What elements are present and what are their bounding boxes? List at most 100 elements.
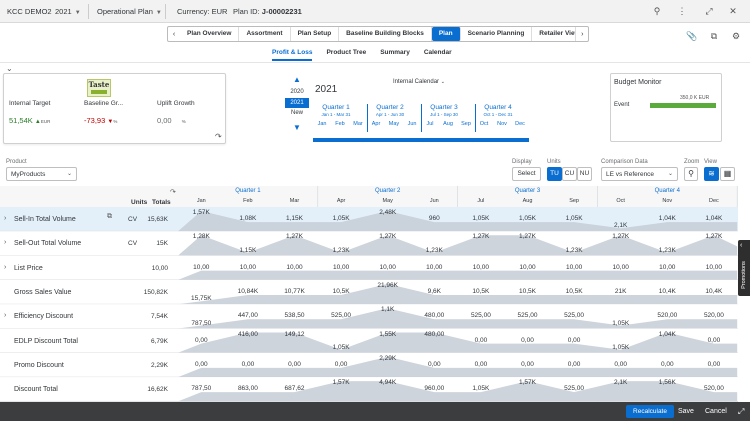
subtab-summary[interactable]: Summary — [380, 49, 410, 56]
row-value[interactable]: 1,05K — [612, 343, 630, 351]
row-value[interactable]: 1,55K — [379, 330, 397, 338]
search-icon[interactable]: ⚲ — [653, 6, 661, 16]
calendar-quarter-name[interactable]: Quarter 4 — [484, 104, 512, 111]
row-value[interactable]: 0,00 — [194, 360, 208, 368]
subtab-product-tree[interactable]: Product Tree — [326, 49, 367, 56]
row-value[interactable]: 1,05K — [332, 343, 350, 351]
row-value[interactable]: 520,00 — [703, 312, 724, 320]
row-value[interactable]: 1,27K — [472, 233, 490, 241]
expand-row-icon[interactable]: › — [4, 239, 7, 247]
subtab-profit-loss[interactable]: Profit & Loss — [272, 49, 313, 61]
row-value[interactable]: 10,00 — [612, 263, 629, 271]
row-value[interactable]: 1,23K — [425, 246, 443, 254]
row-value[interactable]: 0,00 — [474, 336, 488, 344]
row-value[interactable]: 787,50 — [191, 319, 212, 327]
row-value[interactable]: 1,05K — [472, 385, 490, 393]
year-up-icon[interactable]: ▲ — [293, 75, 301, 84]
plan-status-selector[interactable]: Operational Plan ▼ — [97, 7, 162, 16]
row-value[interactable]: 21,96K — [377, 281, 398, 289]
tab-retailer-view[interactable]: Retailer View — [532, 27, 577, 41]
display-select[interactable]: Select — [512, 167, 541, 181]
row-value[interactable]: 0,00 — [194, 336, 208, 344]
calendar-month[interactable]: Jan — [317, 121, 327, 127]
calendar-month[interactable]: May — [388, 121, 400, 127]
row-value[interactable]: 0,00 — [521, 360, 534, 368]
row-value[interactable]: 4,94K — [379, 379, 397, 387]
row-value[interactable]: 1,15K — [286, 215, 303, 222]
row-value[interactable]: 10,00 — [565, 263, 583, 271]
row-value[interactable]: 525,00 — [331, 312, 352, 320]
row-value[interactable]: 1,05K — [472, 215, 490, 222]
row-value[interactable]: 10,00 — [659, 263, 676, 271]
row-value[interactable]: 1,27K — [286, 233, 303, 241]
row-value[interactable]: 1,28K — [192, 233, 210, 241]
plan-name[interactable]: KCC DEMO2 — [7, 7, 52, 16]
year-option-2021[interactable]: 2021 — [285, 98, 309, 108]
row-value[interactable]: 1,27K — [519, 233, 536, 241]
unit-nu[interactable]: NU — [577, 167, 592, 181]
tab-plan[interactable]: Plan — [431, 27, 461, 41]
row-value[interactable]: 525,00 — [517, 312, 538, 320]
row-value[interactable]: 10,84K — [237, 287, 259, 295]
calendar-type[interactable]: Internal Calendar ⌄ — [393, 79, 445, 85]
calendar-month[interactable]: Oct — [479, 121, 489, 127]
close-icon[interactable]: ✕ — [729, 6, 737, 16]
calendar-month[interactable]: Jul — [426, 121, 434, 127]
row-value[interactable]: 447,00 — [237, 312, 258, 320]
row-value[interactable]: 863,00 — [237, 385, 258, 393]
tab-baseline-building-blocks[interactable]: Baseline Building Blocks — [339, 27, 432, 41]
row-value[interactable]: 0,00 — [334, 360, 348, 368]
row-value[interactable]: 10,00 — [286, 263, 303, 271]
row-value[interactable]: 2,48K — [379, 209, 397, 216]
row-value[interactable]: 1,57K — [192, 209, 210, 216]
row-value[interactable]: 960,00 — [424, 385, 445, 393]
row-value[interactable]: 1,23K — [565, 246, 583, 254]
row-value[interactable]: 9,6K — [427, 287, 441, 295]
row-value[interactable]: 0,00 — [567, 336, 581, 344]
year-selector[interactable]: 2021 ▼ — [55, 7, 81, 16]
drill-icon[interactable]: ↷ — [215, 132, 222, 141]
row-value[interactable]: 21K — [614, 287, 627, 295]
row-value[interactable]: 10,00 — [193, 263, 210, 271]
row-value[interactable]: 1,23K — [658, 246, 676, 254]
row-value[interactable]: 10,5K — [565, 287, 583, 295]
comparison-select[interactable]: LE vs Reference ⌄ — [601, 167, 678, 181]
promotions-side-tab[interactable]: ‹ Promotions — [738, 240, 750, 296]
zoom-icon[interactable]: ⚲ — [684, 167, 698, 181]
expand-row-icon[interactable]: › — [4, 312, 7, 320]
row-value[interactable]: 525,00 — [564, 312, 585, 320]
row-value[interactable]: 525,00 — [564, 385, 585, 393]
row-value[interactable]: 0,00 — [567, 360, 581, 368]
tab-assortment[interactable]: Assortment — [239, 27, 291, 41]
nav-right-icon[interactable]: › — [581, 30, 584, 38]
row-value[interactable]: 1,56K — [658, 379, 676, 387]
row-value[interactable]: 10,00 — [379, 263, 396, 271]
copy-icon[interactable]: ⧉ — [107, 213, 112, 220]
row-value[interactable]: 0,00 — [241, 360, 255, 368]
calendar-month[interactable]: Nov — [497, 121, 507, 127]
row-value[interactable]: 520,00 — [703, 385, 724, 393]
budget-monitor[interactable]: Budget Monitor 350,0 K EUR Event — [610, 73, 722, 142]
row-value[interactable]: 10,4K — [705, 287, 723, 295]
expand-row-icon[interactable]: › — [4, 215, 7, 222]
row-value[interactable]: 2,1K — [614, 222, 628, 230]
row-value[interactable]: 1,27K — [612, 233, 630, 241]
row-value[interactable]: 1,05K — [612, 319, 630, 327]
row-value[interactable]: 960 — [428, 215, 440, 222]
row-value[interactable]: 416,00 — [237, 330, 258, 338]
row-value[interactable]: 525,00 — [470, 312, 491, 320]
year-option-2020[interactable]: 2020 — [290, 89, 304, 95]
copy-icon[interactable]: ⧉ — [710, 31, 718, 41]
more-icon[interactable]: ⋮ — [677, 6, 687, 16]
tab-plan-overview[interactable]: Plan Overview — [180, 27, 240, 41]
year-option-new[interactable]: New — [290, 110, 303, 116]
year-down-icon[interactable]: ▼ — [293, 123, 301, 132]
row-value[interactable]: 1,04K — [705, 215, 723, 222]
calendar-month[interactable]: Sep — [461, 121, 471, 127]
row-value[interactable]: 2,29K — [379, 354, 397, 362]
row-value[interactable]: 480,00 — [424, 330, 445, 338]
row-value[interactable]: 0,00 — [427, 360, 441, 368]
calendar-month[interactable]: Apr — [371, 121, 381, 127]
tab-plan-setup[interactable]: Plan Setup — [291, 27, 340, 41]
collapse-icon[interactable]: ⌄ — [6, 64, 13, 73]
